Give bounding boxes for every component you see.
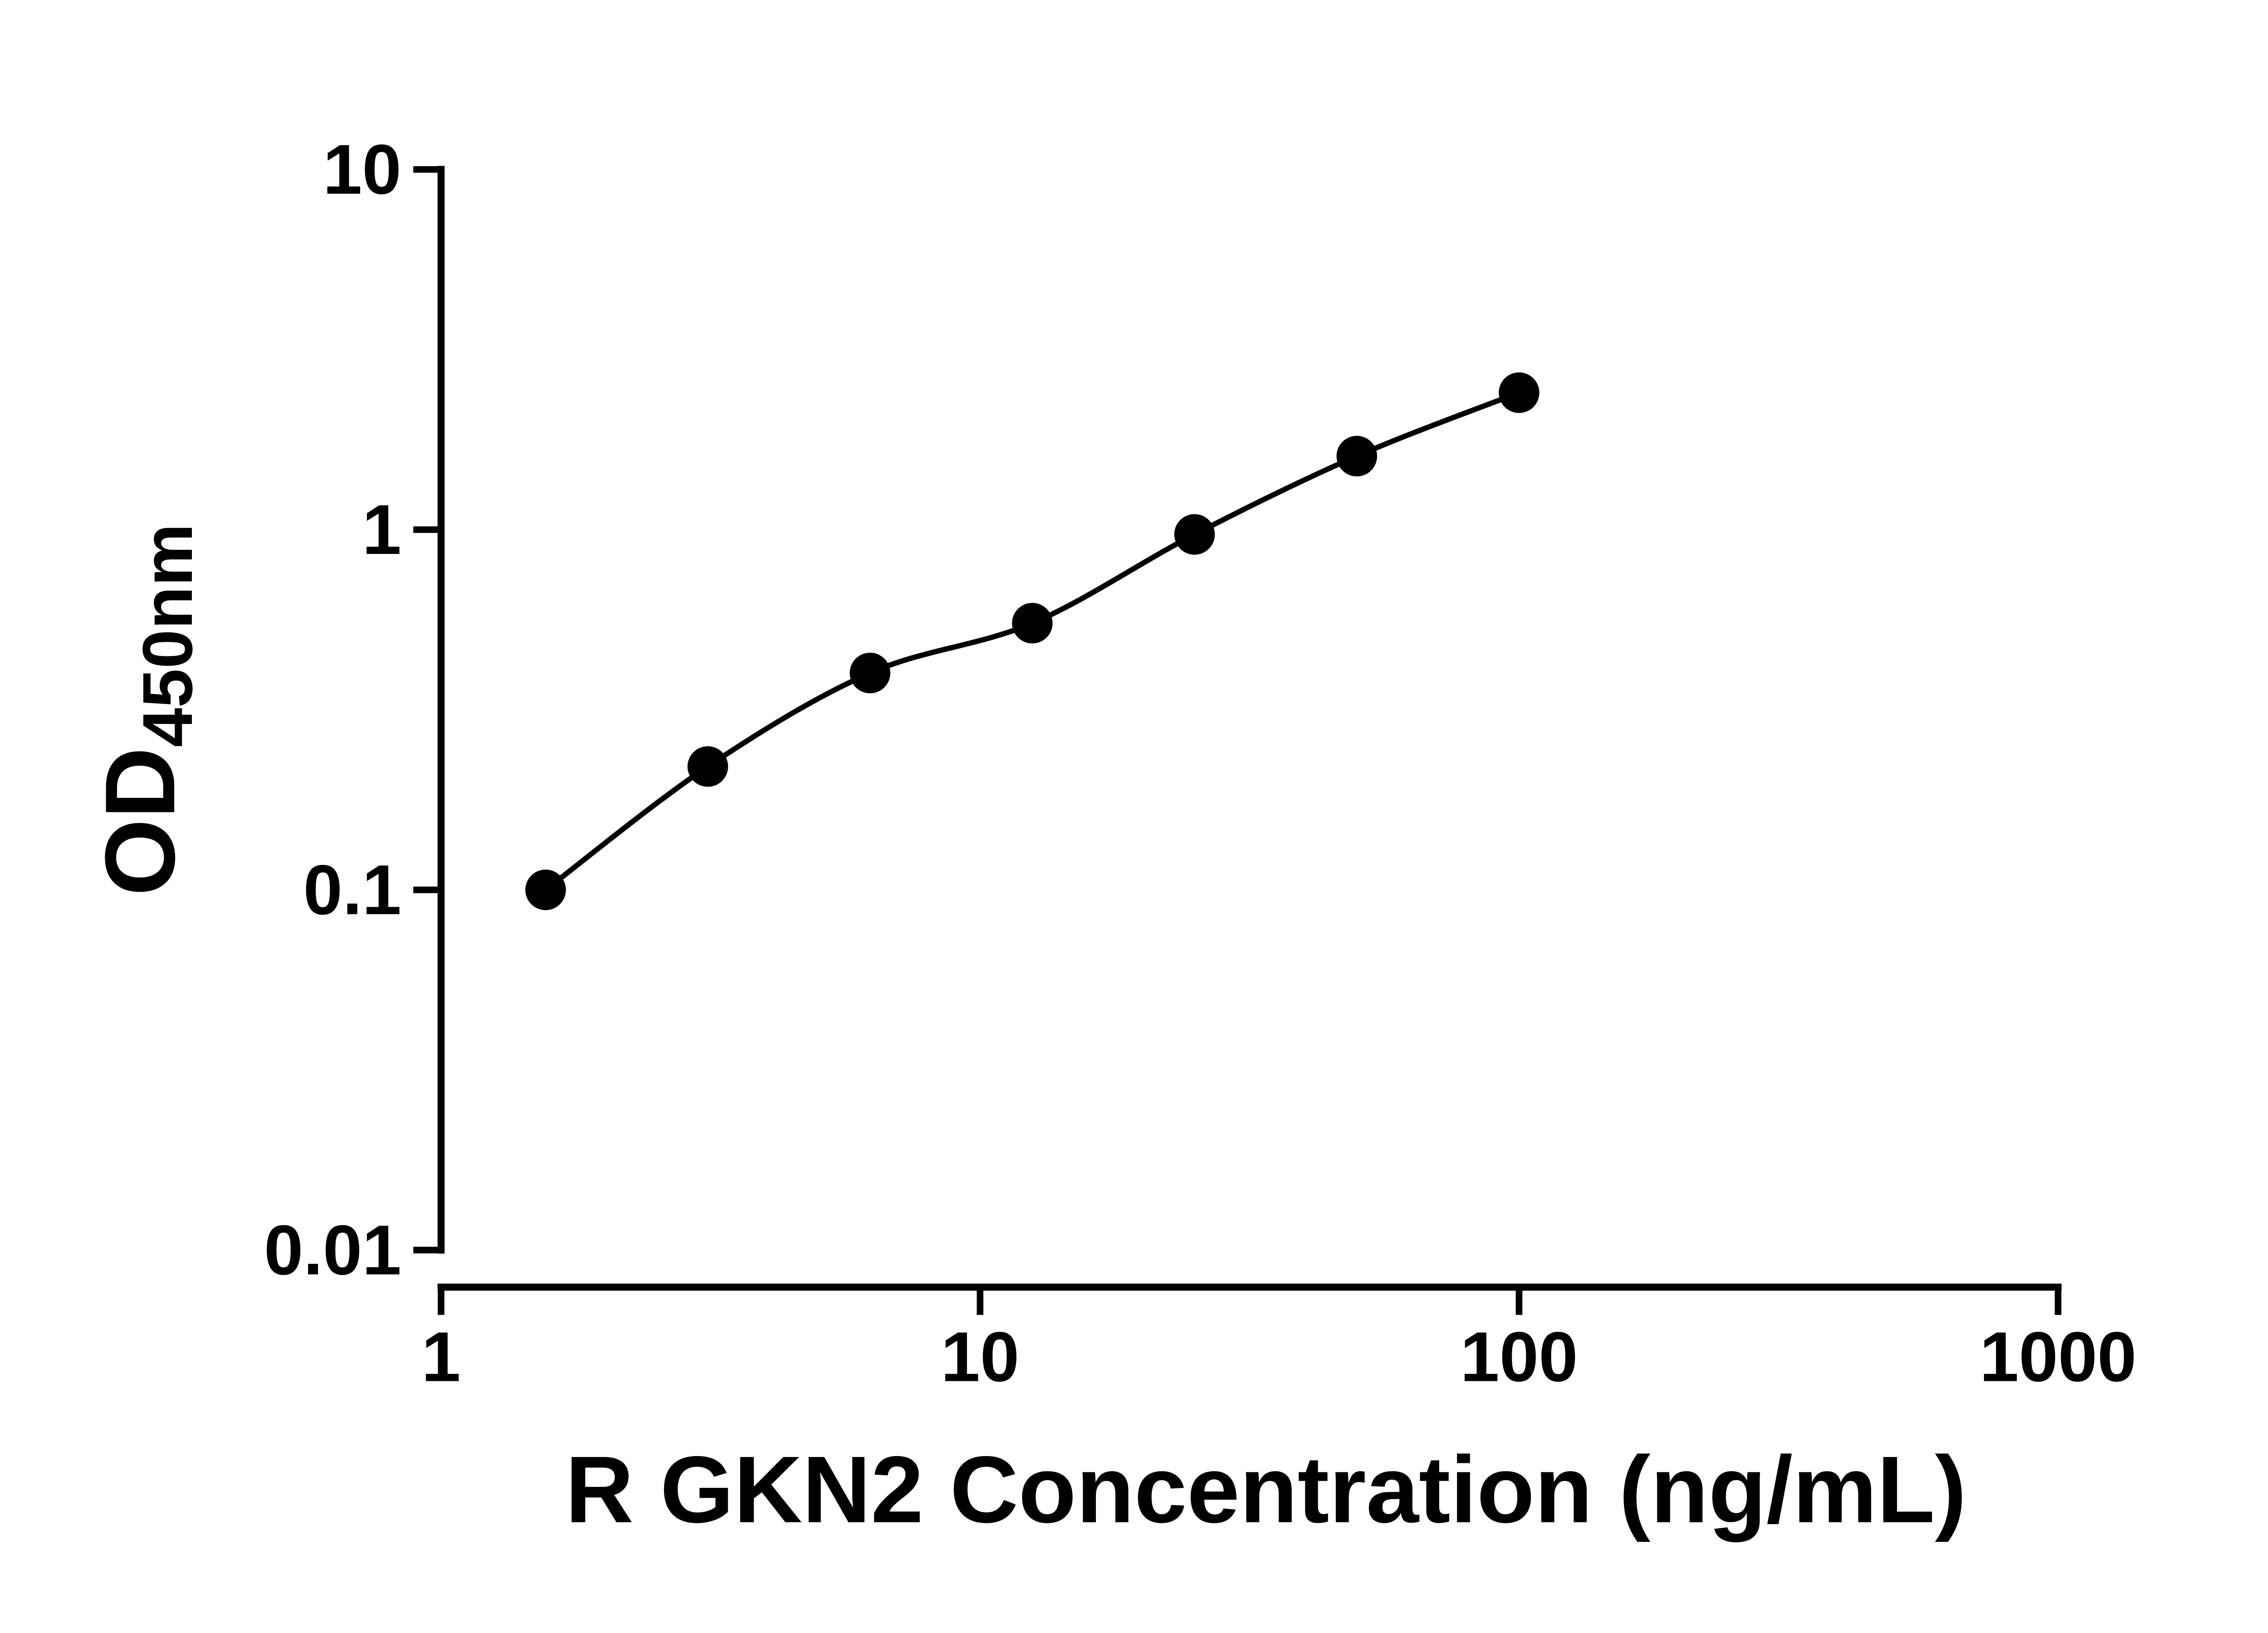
tick-marks xyxy=(413,166,2062,1315)
data-point xyxy=(525,870,566,910)
y-tick-label: 1 xyxy=(362,490,401,569)
x-tick-label: 10 xyxy=(941,1317,1019,1396)
data-point xyxy=(1336,435,1377,477)
x-tick-label: 100 xyxy=(1460,1317,1578,1396)
y-axis-title: OD450nm xyxy=(85,523,207,896)
data-point xyxy=(687,746,728,787)
x-axis-title: R GKN2 Concentration (ng/mL) xyxy=(565,1437,1966,1543)
y-tick-label: 0.01 xyxy=(264,1210,401,1289)
data-series xyxy=(525,372,1540,910)
x-tick-label: 1000 xyxy=(1980,1317,2136,1396)
y-tick-label: 0.1 xyxy=(303,850,401,929)
data-point xyxy=(1174,514,1215,555)
data-point xyxy=(1012,603,1053,644)
axes xyxy=(437,166,2062,1291)
y-tick-label: 10 xyxy=(323,130,401,209)
x-tick-label: 1 xyxy=(421,1317,461,1396)
data-point xyxy=(1499,372,1540,413)
tick-labels: 0.01 0.1 1 10 1 10 100 1000 xyxy=(264,130,2136,1396)
y-axis-title-sub: 450nm xyxy=(128,523,207,747)
y-axis-title-main: OD xyxy=(85,747,196,896)
data-point xyxy=(850,652,890,694)
